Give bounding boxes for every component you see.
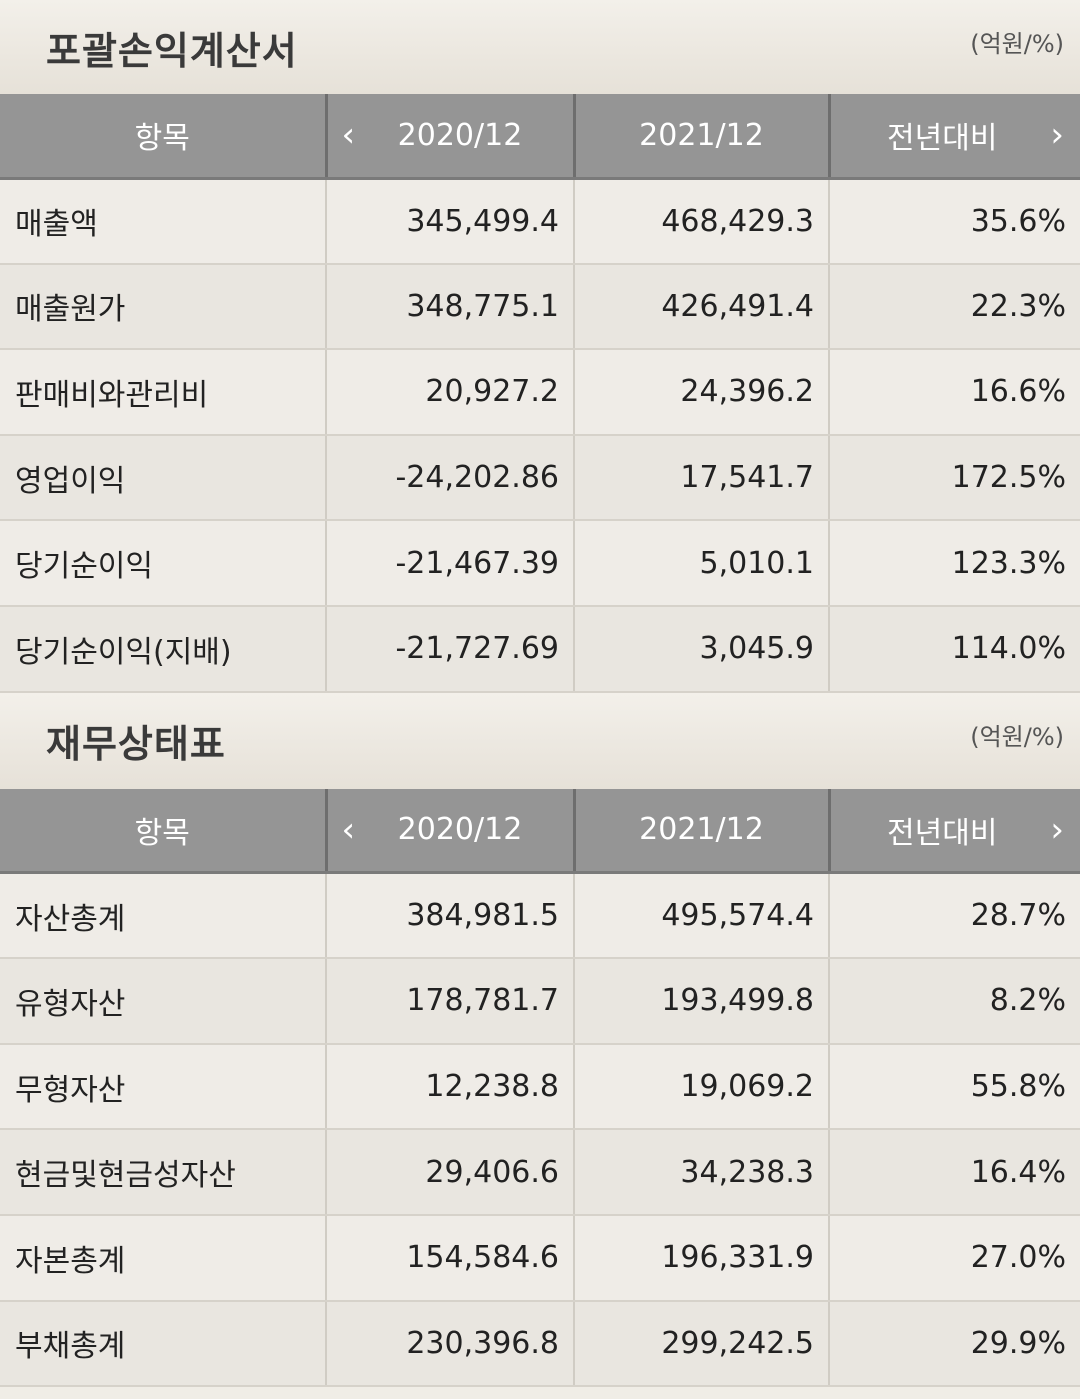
row-prev-value: 348,775.1 — [325, 263, 574, 351]
row-yoy-value: 8.2% — [828, 958, 1080, 1045]
row-curr-value: 19,069.2 — [573, 1043, 829, 1131]
table-row: 무형자산 12,238.8 19,069.2 55.8% — [0, 1043, 1080, 1131]
chevron-left-icon[interactable]: ‹ — [341, 115, 356, 156]
table-row: 판매비와관리비 20,927.2 24,396.2 16.6% — [0, 349, 1080, 436]
row-prev-value: 154,584.6 — [325, 1214, 574, 1302]
table-row: 매출액 345,499.4 468,429.3 35.6% — [0, 178, 1080, 265]
row-item: 당기순이익(지배) — [0, 605, 326, 693]
row-item: 자본총계 — [0, 1214, 326, 1302]
table-header-row: 항목 ‹ 2020/12 2021/12 전년대비 › — [0, 94, 1080, 180]
row-curr-value: 495,574.4 — [573, 872, 829, 960]
row-yoy-value: 114.0% — [828, 605, 1080, 693]
balance-sheet-unit: (억원/%) — [970, 722, 1064, 751]
row-prev-value: 230,396.8 — [325, 1300, 574, 1388]
chevron-right-icon[interactable]: › — [1050, 115, 1064, 156]
row-curr-value: 196,331.9 — [573, 1214, 829, 1302]
row-prev-value: 384,981.5 — [325, 872, 574, 960]
balance-sheet-header: 재무상태표 (억원/%) — [0, 692, 1080, 789]
income-statement-unit: (억원/%) — [970, 30, 1064, 58]
column-header-prev-year: ‹ 2020/12 — [324, 94, 574, 180]
row-item: 무형자산 — [0, 1043, 326, 1131]
row-item: 당기순이익 — [0, 520, 326, 607]
row-yoy-value: 29.9% — [828, 1300, 1080, 1388]
row-prev-value: 29,406.6 — [325, 1129, 574, 1216]
column-header-yoy: 전년대비 › — [827, 788, 1080, 875]
row-prev-value: -21,467.39 — [325, 520, 574, 607]
row-item: 영업이익 — [0, 434, 326, 522]
chevron-right-icon[interactable]: › — [1050, 809, 1064, 850]
row-curr-value: 24,396.2 — [573, 349, 829, 436]
row-item: 자산총계 — [0, 872, 326, 960]
row-yoy-value: 22.3% — [828, 263, 1080, 351]
row-yoy-value: 35.6% — [828, 178, 1080, 265]
row-prev-value: 12,238.8 — [325, 1043, 574, 1131]
row-yoy-value: 172.5% — [828, 434, 1080, 522]
table-row: 부채총계 230,396.8 299,242.5 29.9% — [0, 1300, 1080, 1388]
row-item: 매출원가 — [0, 263, 326, 351]
row-yoy-value: 27.0% — [828, 1214, 1080, 1302]
row-curr-value: 17,541.7 — [573, 434, 829, 522]
column-header-item: 항목 — [0, 788, 326, 875]
row-prev-value: -24,202.86 — [325, 434, 574, 522]
table-row: 자산총계 384,981.5 495,574.4 28.7% — [0, 872, 1080, 960]
row-yoy-value: 28.7% — [828, 872, 1080, 960]
table-row: 유형자산 178,781.7 193,499.8 8.2% — [0, 958, 1080, 1045]
table-row: 영업이익 -24,202.86 17,541.7 172.5% — [0, 434, 1080, 522]
row-prev-value: 345,499.4 — [325, 178, 574, 265]
row-curr-value: 34,238.3 — [573, 1129, 829, 1216]
row-curr-value: 5,010.1 — [573, 520, 829, 607]
row-prev-value: 178,781.7 — [325, 958, 574, 1045]
table-row: 당기순이익(지배) -21,727.69 3,045.9 114.0% — [0, 605, 1080, 693]
row-yoy-value: 16.6% — [828, 349, 1080, 436]
row-prev-value: -21,727.69 — [325, 605, 574, 693]
row-curr-value: 3,045.9 — [573, 605, 829, 693]
row-yoy-value: 123.3% — [828, 520, 1080, 607]
row-prev-value: 20,927.2 — [325, 349, 574, 436]
table-row: 매출원가 348,775.1 426,491.4 22.3% — [0, 263, 1080, 351]
row-yoy-value: 55.8% — [828, 1043, 1080, 1131]
column-header-item: 항목 — [0, 94, 326, 180]
row-yoy-value: 16.4% — [828, 1129, 1080, 1216]
column-header-curr-year: 2021/12 — [572, 788, 829, 875]
row-curr-value: 468,429.3 — [573, 178, 829, 265]
row-item: 유형자산 — [0, 958, 326, 1045]
column-header-curr-year: 2021/12 — [572, 94, 829, 180]
column-header-prev-year: ‹ 2020/12 — [324, 788, 574, 875]
balance-sheet-title: 재무상태표 — [46, 721, 226, 766]
income-statement-table: 항목 ‹ 2020/12 2021/12 전년대비 › 매출액 345,499.… — [0, 94, 1080, 693]
table-row: 현금및현금성자산 29,406.6 34,238.3 16.4% — [0, 1129, 1080, 1216]
row-curr-value: 426,491.4 — [573, 263, 829, 351]
row-item: 판매비와관리비 — [0, 349, 326, 436]
income-statement-title: 포괄손익계산서 — [46, 29, 298, 73]
table-row: 자본총계 154,584.6 196,331.9 27.0% — [0, 1214, 1080, 1302]
row-curr-value: 299,242.5 — [573, 1300, 829, 1388]
chevron-left-icon[interactable]: ‹ — [341, 809, 356, 850]
row-item: 현금및현금성자산 — [0, 1129, 326, 1216]
row-item: 부채총계 — [0, 1300, 326, 1388]
table-header-row: 항목 ‹ 2020/12 2021/12 전년대비 › — [0, 788, 1080, 875]
row-curr-value: 193,499.8 — [573, 958, 829, 1045]
column-header-yoy: 전년대비 › — [827, 94, 1080, 180]
table-row: 당기순이익 -21,467.39 5,010.1 123.3% — [0, 520, 1080, 607]
income-statement-header: 포괄손익계산서 (억원/%) — [0, 0, 1080, 94]
row-item: 매출액 — [0, 178, 326, 265]
balance-sheet-table: 항목 ‹ 2020/12 2021/12 전년대비 › 자산총계 384,981… — [0, 788, 1080, 1388]
